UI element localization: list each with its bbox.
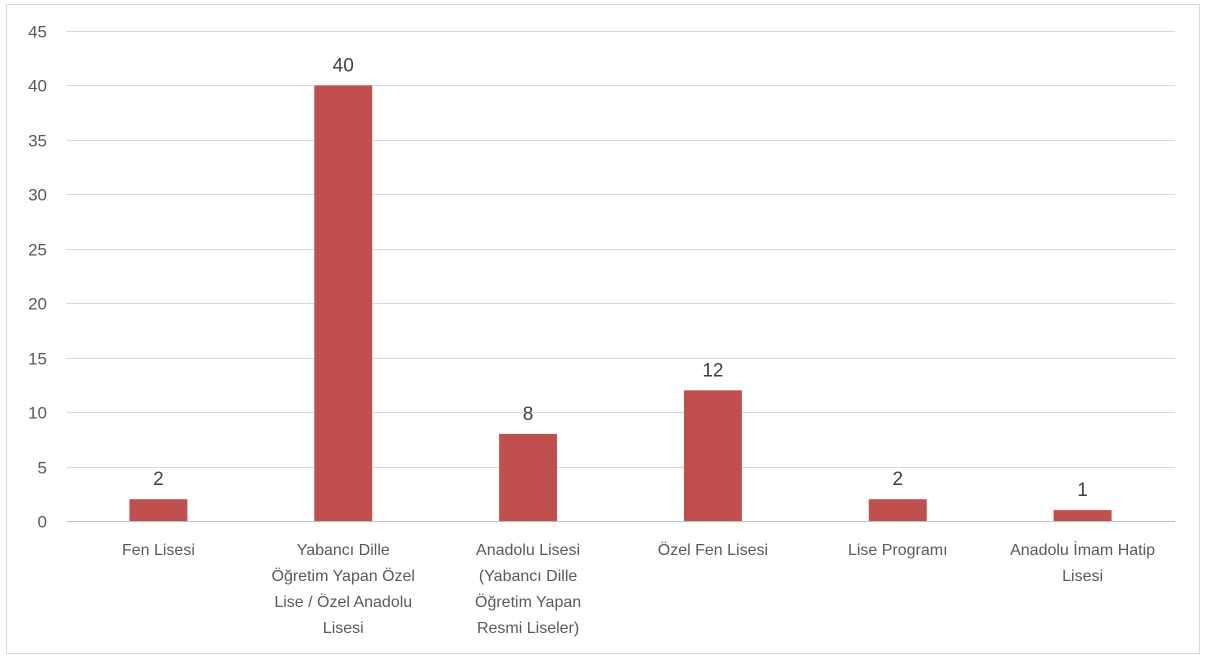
category-label: Anadolu İmam Hatip Lisesi bbox=[1010, 540, 1155, 585]
category-label-line: Öğretim Yapan bbox=[475, 593, 581, 611]
category-label-line: Lise Programı bbox=[848, 542, 948, 559]
category-label-line: Anadolu İmam Hatip bbox=[1010, 540, 1155, 559]
bar bbox=[314, 85, 373, 521]
data-label: 2 bbox=[153, 469, 164, 490]
bar bbox=[1053, 510, 1112, 521]
category-label: Yabancı Dille Öğretim Yapan Özel Lise / Öz… bbox=[272, 542, 415, 637]
y-tick-label: 40 bbox=[28, 77, 47, 96]
category-label-line: Öğretim Yapan Özel bbox=[272, 567, 415, 585]
category-label: Fen Lisesi bbox=[122, 542, 195, 559]
data-label: 12 bbox=[702, 360, 723, 381]
category-label-line: Lise / Özel Anadolu bbox=[274, 593, 412, 611]
category-label-line: Lisesi bbox=[1062, 568, 1103, 585]
y-tick-label: 35 bbox=[28, 132, 47, 151]
y-tick-label: 5 bbox=[38, 459, 47, 478]
y-axis-ticks: 0 5 10 15 20 25 30 35 40 45 bbox=[28, 23, 47, 532]
bar bbox=[499, 433, 558, 521]
bars bbox=[129, 85, 1112, 521]
gridlines bbox=[66, 31, 1175, 522]
data-label: 1 bbox=[1077, 480, 1088, 501]
category-label: Özel Fen Lisesi bbox=[658, 541, 768, 559]
category-label-line: Fen Lisesi bbox=[122, 542, 195, 559]
bar bbox=[868, 499, 927, 521]
category-label-line: (Yabancı Dille bbox=[479, 568, 578, 585]
y-tick-label: 45 bbox=[28, 23, 47, 42]
category-label-line: Lisesi bbox=[323, 620, 364, 637]
y-tick-label: 15 bbox=[28, 350, 47, 369]
chart-frame bbox=[6, 4, 1200, 654]
x-axis-categories: Fen Lisesi Yabancı Dille Öğretim Yapan Öze… bbox=[122, 540, 1155, 637]
category-label-line: Özel Fen Lisesi bbox=[658, 541, 768, 559]
bar bbox=[129, 499, 188, 521]
y-tick-label: 10 bbox=[28, 404, 47, 423]
data-label: 2 bbox=[892, 469, 903, 490]
data-labels: 2 40 8 12 2 1 bbox=[153, 55, 1088, 501]
y-tick-label: 30 bbox=[28, 186, 47, 205]
data-label: 40 bbox=[333, 55, 354, 76]
category-label-line: Anadolu Lisesi bbox=[476, 542, 580, 559]
category-label: Anadolu Lisesi (Yabancı Dille Öğretim Yapa… bbox=[475, 542, 581, 637]
data-label: 8 bbox=[523, 404, 534, 425]
category-label-line: Yabancı Dille bbox=[297, 542, 390, 559]
bar bbox=[683, 390, 742, 521]
category-label-line: Resmi Liseler) bbox=[477, 620, 579, 637]
y-tick-label: 0 bbox=[38, 513, 47, 532]
category-label: Lise Programı bbox=[848, 542, 948, 559]
y-tick-label: 25 bbox=[28, 241, 47, 260]
y-tick-label: 20 bbox=[28, 295, 47, 314]
